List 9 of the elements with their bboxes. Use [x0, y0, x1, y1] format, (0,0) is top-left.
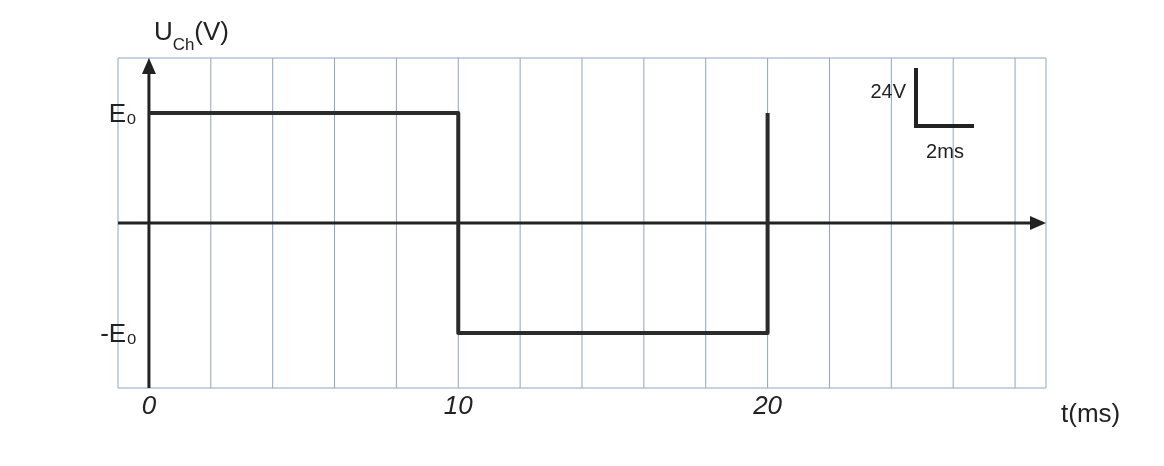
x-axis-title: t(ms) — [1061, 398, 1121, 429]
x-tick-label: 10 — [443, 390, 474, 421]
text: 24V — [870, 80, 907, 102]
annotation: 2ms — [926, 140, 964, 162]
annotation: E₀ — [108, 98, 137, 128]
x-tick-label: 20 — [752, 390, 783, 421]
x-tick-label: 0 — [141, 390, 157, 421]
y-axis-title: U$_{Ch}$(V) — [153, 16, 229, 54]
annotation: -E₀ — [100, 318, 137, 348]
